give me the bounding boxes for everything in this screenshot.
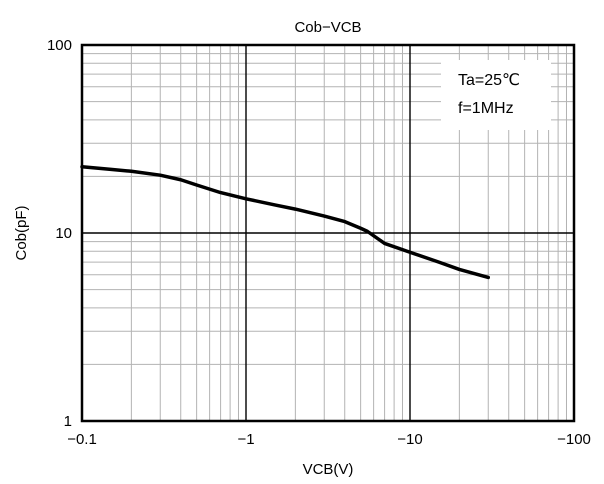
x-tick-label: −10 — [397, 431, 422, 448]
major-gridlines — [82, 45, 574, 421]
chart-title: Cob−VCB — [294, 19, 361, 36]
y-tick-label: 1 — [64, 413, 72, 430]
x-tick-label: −0.1 — [67, 431, 97, 448]
y-tick-label: 100 — [47, 37, 72, 54]
annotation-box: Ta=25℃ f=1MHz — [441, 60, 551, 130]
x-tick-label: −100 — [557, 431, 591, 448]
cob-curve — [80, 165, 490, 280]
y-tick-labels: 1 10 100 — [47, 37, 72, 430]
x-tick-labels: −0.1 −1 −10 −100 — [67, 431, 591, 448]
plot-frame — [80, 43, 576, 423]
annotation-background — [441, 60, 551, 130]
x-tick-label: −1 — [237, 431, 254, 448]
annotation-temperature: Ta=25℃ — [458, 72, 520, 89]
annotation-frequency: f=1MHz — [458, 100, 514, 117]
x-axis-label: VCB(V) — [303, 461, 354, 478]
y-tick-label: 10 — [55, 225, 72, 242]
y-axis-label: Cob(pF) — [13, 205, 30, 260]
